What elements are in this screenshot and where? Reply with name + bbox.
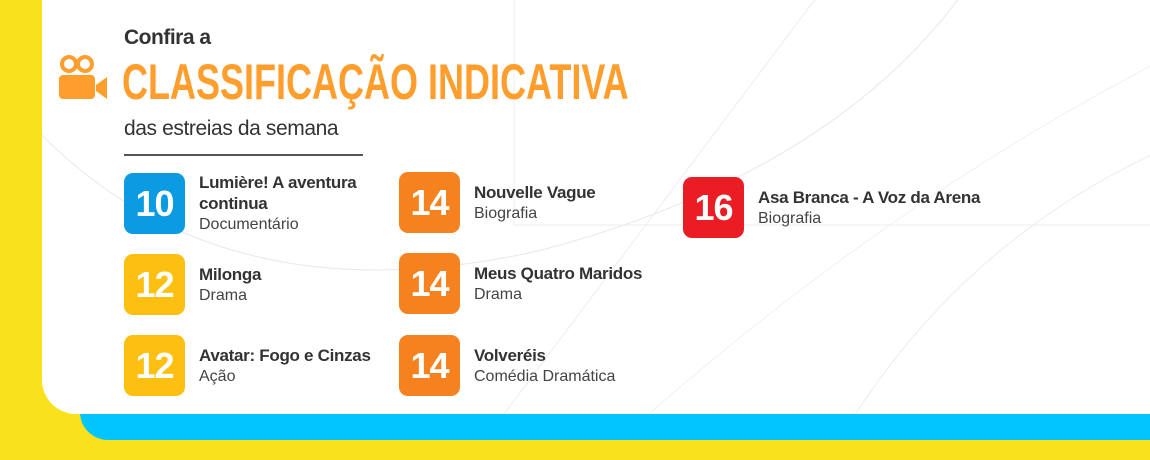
movie-title: Asa Branca - A Voz da Arena [758,187,981,207]
movie-genre: Drama [474,285,523,303]
rating-badge: 14 [399,335,460,396]
movie-item: 12 Milonga Drama [124,254,261,315]
movie-title: Lumière! A aventura continua [199,173,357,213]
rating-badge: 10 [124,173,185,234]
header-subtitle: das estreias da semana [124,117,339,140]
rating-badge: 14 [399,172,460,233]
rating-badge: 12 [124,254,185,315]
movie-genre: Biografia [474,204,538,222]
rating-badge: 14 [399,253,460,314]
movie-genre: Comédia Dramática [474,367,616,385]
movie-title: Avatar: Fogo e Cinzas [199,345,371,365]
movie-item: 14 Volveréis Comédia Dramática [399,335,615,396]
movie-item: 16 Asa Branca - A Voz da Arena Biografia [683,177,980,238]
content-card [42,0,1150,414]
movie-item: 14 Meus Quatro Maridos Drama [399,253,642,314]
page-title: CLASSIFICAÇÃO INDICATIVA [122,54,629,110]
movie-item: 10 Lumière! A aventura continua Documentá… [124,172,384,235]
movie-item: 12 Avatar: Fogo e Cinzas Ação [124,335,371,396]
movie-genre: Ação [199,367,236,385]
rating-badge: 16 [683,177,744,238]
movie-genre: Documentário [199,216,299,233]
rating-badge: 12 [124,335,185,396]
movie-title: Nouvelle Vague [474,182,596,202]
movie-genre: Biografia [758,209,822,227]
header-pretitle: Confira a [124,26,211,49]
movie-title: Volveréis [474,345,546,365]
movie-title: Meus Quatro Maridos [474,263,643,283]
movie-title: Milonga [199,264,262,284]
divider [124,154,363,156]
movie-genre: Drama [199,286,248,304]
movie-item: 14 Nouvelle Vague Biografia [399,172,596,233]
movie-camera-icon [59,55,107,99]
